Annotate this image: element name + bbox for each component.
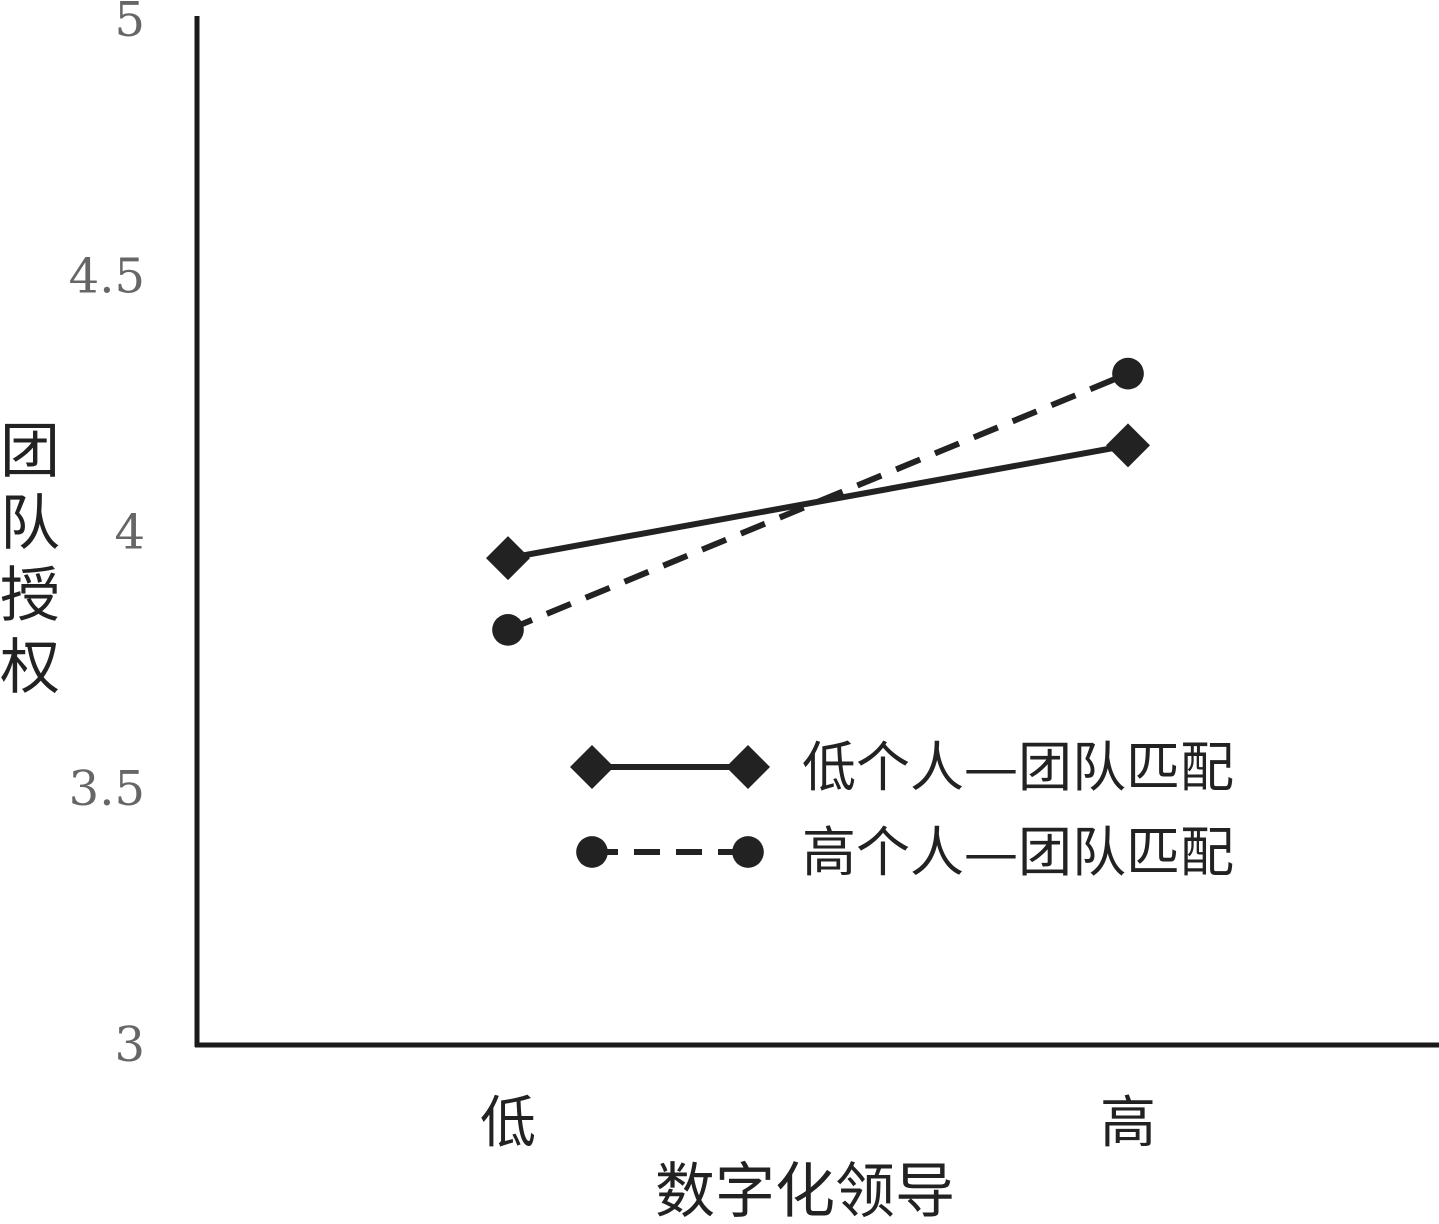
- series-layer: [486, 357, 1150, 646]
- legend-marker: [570, 745, 614, 789]
- legend-label: 高个人—团队匹配: [802, 821, 1234, 884]
- legend-marker: [576, 836, 608, 868]
- series-line-1: [507, 442, 1129, 562]
- y-tick-label: 5: [114, 0, 145, 48]
- y-tick-label: 4: [114, 505, 145, 561]
- diamond-data-point: [1106, 423, 1150, 468]
- x-axis-title: 数字化领导: [655, 1157, 955, 1224]
- circle-data-point: [1112, 357, 1144, 390]
- y-tick-labels: 3 3.5 4 4.5 5: [69, 0, 145, 1073]
- y-axis-title: 团队授权: [0, 417, 60, 703]
- legend-label: 低个人—团队匹配: [802, 736, 1234, 799]
- x-category-label: 低: [480, 1091, 536, 1156]
- legend-marker: [726, 745, 770, 789]
- diamond-data-point: [486, 536, 530, 581]
- x-category-label: 高: [1100, 1091, 1156, 1156]
- y-tick-label: 3.5: [69, 761, 145, 817]
- y-tick-label: 4.5: [69, 248, 145, 304]
- circle-data-point: [492, 614, 524, 646]
- y-tick-label: 3: [114, 1017, 145, 1073]
- series-line-2: [506, 370, 1130, 633]
- x-category-labels: 低高: [480, 1091, 1156, 1156]
- legend-marker: [732, 836, 764, 868]
